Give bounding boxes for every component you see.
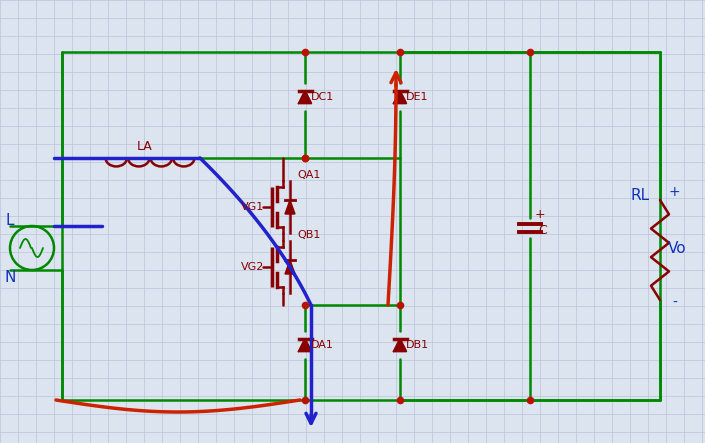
- Polygon shape: [298, 90, 312, 104]
- Text: N: N: [4, 271, 16, 285]
- Text: DC1: DC1: [311, 92, 334, 102]
- Text: QA1: QA1: [297, 170, 320, 180]
- Text: VG2: VG2: [241, 262, 264, 272]
- Text: DE1: DE1: [406, 92, 429, 102]
- Text: LA: LA: [137, 140, 153, 154]
- Polygon shape: [285, 260, 295, 274]
- Text: DB1: DB1: [406, 340, 429, 350]
- Text: L: L: [6, 213, 14, 228]
- Text: RL: RL: [630, 187, 649, 202]
- Text: VG1: VG1: [241, 202, 264, 212]
- Polygon shape: [298, 338, 312, 351]
- Text: DA1: DA1: [311, 340, 334, 350]
- Text: C: C: [538, 224, 547, 237]
- Text: Vo: Vo: [668, 241, 687, 256]
- Polygon shape: [285, 200, 295, 214]
- Text: +: +: [668, 185, 680, 199]
- Text: QB1: QB1: [297, 230, 320, 240]
- Text: +: +: [535, 207, 546, 221]
- Text: -: -: [672, 296, 677, 310]
- Polygon shape: [393, 338, 407, 351]
- Polygon shape: [393, 90, 407, 104]
